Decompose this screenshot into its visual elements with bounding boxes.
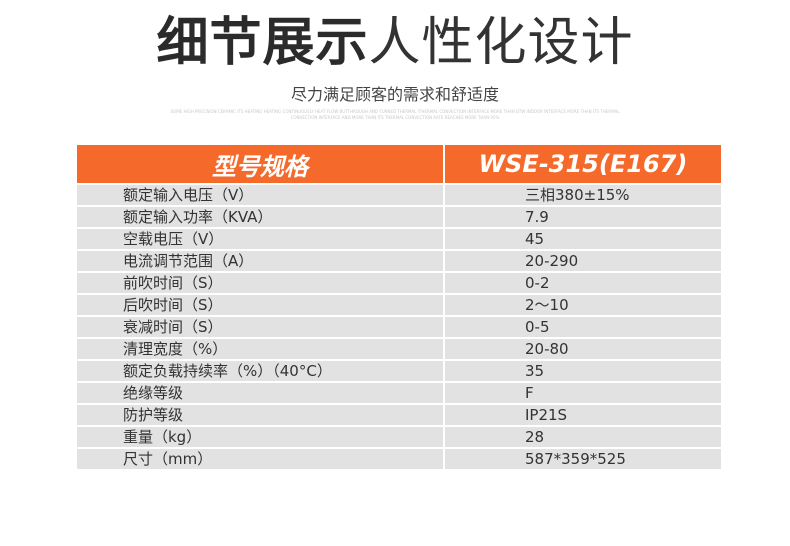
table-row: 后吹时间（S） 2～10 bbox=[75, 293, 723, 317]
table-row: 清理宽度（%） 20-80 bbox=[75, 337, 723, 361]
spec-value: 45 bbox=[443, 227, 723, 251]
spec-label: 重量（kg） bbox=[75, 425, 445, 449]
spec-label: 空载电压（V） bbox=[75, 227, 445, 251]
title-light: 人性化设计 bbox=[368, 13, 634, 73]
spec-value: 2～10 bbox=[443, 293, 723, 317]
spec-label: 额定输入电压（V） bbox=[75, 183, 445, 207]
table-row: 前吹时间（S） 0-2 bbox=[75, 271, 723, 295]
table-row: 空载电压（V） 45 bbox=[75, 227, 723, 251]
spec-value: 0-5 bbox=[443, 315, 723, 339]
table-row: 额定负载持续率（%）（40°C） 35 bbox=[75, 359, 723, 383]
table-row: 防护等级 IP21S bbox=[75, 403, 723, 427]
spec-label: 电流调节范围（A） bbox=[75, 249, 445, 273]
table-row: 绝缘等级 F bbox=[75, 381, 723, 405]
title-bold: 细节展示 bbox=[156, 13, 369, 73]
spec-label: 额定负载持续率（%）（40°C） bbox=[75, 359, 445, 383]
spec-value: 28 bbox=[443, 425, 723, 449]
spec-value: 0-2 bbox=[443, 271, 723, 295]
spec-value: 20-80 bbox=[443, 337, 723, 361]
page-title: 细节展示人性化设计 bbox=[0, 8, 790, 78]
subtitle: 尽力满足顾客的需求和舒适度 bbox=[290, 85, 499, 104]
fine-print: SOME HIGH PRECISION CERAMIC ITS HEATING … bbox=[170, 109, 620, 120]
table-row: 重量（kg） 28 bbox=[75, 425, 723, 449]
table-row: 衰减时间（S） 0-5 bbox=[75, 315, 723, 339]
header-label: 型号规格 bbox=[75, 143, 445, 185]
table-row: 电流调节范围（A） 20-290 bbox=[75, 249, 723, 273]
spec-value: F bbox=[443, 381, 723, 405]
table-header: 型号规格 WSE-315(E167) bbox=[75, 143, 723, 185]
spec-value: IP21S bbox=[443, 403, 723, 427]
spec-label: 后吹时间（S） bbox=[75, 293, 445, 317]
header-model: WSE-315(E167) bbox=[443, 143, 723, 185]
spec-table: 型号规格 WSE-315(E167) 额定输入电压（V） 三相380±15% 额定输… bbox=[75, 143, 723, 471]
spec-label: 额定输入功率（KVA） bbox=[75, 205, 445, 229]
spec-value: 7.9 bbox=[443, 205, 723, 229]
table-row: 额定输入电压（V） 三相380±15% bbox=[75, 183, 723, 207]
spec-value: 20-290 bbox=[443, 249, 723, 273]
table-row: 额定输入功率（KVA） 7.9 bbox=[75, 205, 723, 229]
spec-label: 清理宽度（%） bbox=[75, 337, 445, 361]
spec-value: 35 bbox=[443, 359, 723, 383]
table-row: 尺寸（mm） 587*359*525 bbox=[75, 447, 723, 471]
spec-label: 衰减时间（S） bbox=[75, 315, 445, 339]
spec-label: 绝缘等级 bbox=[75, 381, 445, 405]
spec-label: 前吹时间（S） bbox=[75, 271, 445, 295]
spec-value: 587*359*525 bbox=[443, 447, 723, 471]
spec-label: 防护等级 bbox=[75, 403, 445, 427]
spec-label: 尺寸（mm） bbox=[75, 447, 445, 471]
spec-value: 三相380±15% bbox=[443, 183, 723, 207]
